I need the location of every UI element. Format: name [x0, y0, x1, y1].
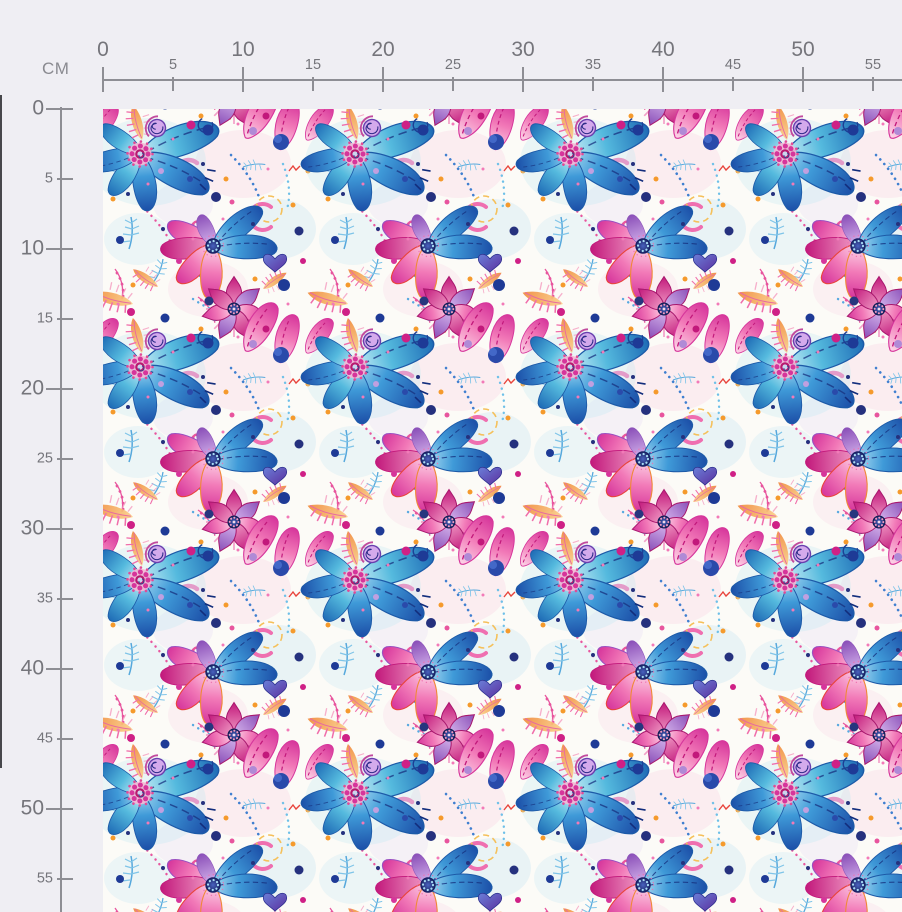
- ruler-tick-major: [46, 108, 73, 110]
- ruler-label-minor: 35: [584, 57, 602, 73]
- page-edge-line: [0, 95, 2, 768]
- ruler-tick-minor: [57, 178, 73, 180]
- ruler-tick-major: [382, 67, 384, 92]
- ruler-label-major: 20: [371, 38, 395, 61]
- ruler-label-minor: 5: [168, 57, 178, 73]
- ruler-label-minor: 15: [304, 57, 322, 73]
- watercolor-floral-pattern-svg: [103, 109, 902, 912]
- ruler-tick-major: [102, 67, 104, 92]
- ruler-tick-minor: [57, 878, 73, 880]
- ruler-label-minor: 55: [36, 870, 53, 887]
- ruler-tick-major: [46, 668, 73, 670]
- ruler-label-minor: 25: [36, 450, 53, 467]
- ruler-label-minor: 45: [36, 730, 53, 747]
- ruler-tick-minor: [57, 458, 73, 460]
- ruler-tick-minor: [57, 738, 73, 740]
- ruler-label-minor: 25: [444, 57, 462, 73]
- ruler-tick-minor: [57, 598, 73, 600]
- ruler-label-major: 30: [511, 38, 535, 61]
- ruler-label-minor: 45: [724, 57, 742, 73]
- ruler-tick-major: [46, 808, 73, 810]
- ruler-tick-major: [242, 67, 244, 92]
- ruler-tick-minor: [57, 318, 73, 320]
- ruler-tick-major: [662, 67, 664, 92]
- ruler-label-major: 20: [20, 376, 44, 400]
- ruler-tick-major: [522, 67, 524, 92]
- ruler-label-minor: 15: [36, 310, 53, 327]
- ruler-label-minor: 55: [864, 57, 882, 73]
- ruler-label-minor: 5: [44, 170, 53, 187]
- ruler-tick-major: [46, 388, 73, 390]
- ruler-tick-major: [46, 528, 73, 530]
- ruler-label-major: 40: [651, 38, 675, 61]
- ruler-tick-minor: [312, 77, 314, 91]
- ruler-tick-minor: [172, 77, 174, 91]
- ruler-label-major: 40: [20, 656, 44, 680]
- horizontal-ruler-line: [103, 79, 902, 81]
- ruler-label-minor: 35: [36, 590, 53, 607]
- fabric-pattern-swatch: [103, 109, 902, 912]
- ruler-label-major: 30: [20, 516, 44, 540]
- ruler-tick-minor: [592, 77, 594, 91]
- ruler-label-major: 10: [231, 38, 255, 61]
- vertical-ruler-line: [60, 107, 62, 912]
- ruler-label-major: 10: [20, 236, 44, 260]
- ruler-label-major: 50: [20, 796, 44, 820]
- ruler-tick-major: [802, 67, 804, 92]
- unit-label: CM: [42, 59, 70, 78]
- ruler-label-major: 0: [32, 96, 44, 120]
- ruler-tick-minor: [452, 77, 454, 91]
- ruler-tick-minor: [872, 77, 874, 91]
- ruler-label-major: 50: [791, 38, 815, 61]
- ruler-label-major: 0: [97, 38, 109, 61]
- ruler-tick-minor: [732, 77, 734, 91]
- ruler-tick-major: [46, 248, 73, 250]
